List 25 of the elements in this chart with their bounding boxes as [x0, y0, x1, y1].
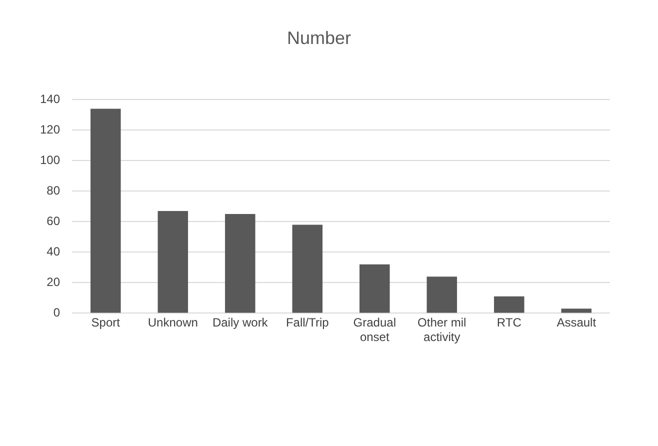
chart-title: Number [286, 28, 352, 48]
y-tick-label: 120 [40, 122, 60, 136]
y-tick-label: 20 [46, 275, 60, 289]
x-tick-label: Daily work [212, 316, 269, 330]
bar [292, 224, 323, 313]
y-tick-label: 80 [46, 183, 60, 198]
bar [90, 108, 121, 313]
bar [225, 214, 256, 313]
y-tick-label: 100 [40, 152, 60, 167]
x-tick-label: Other mil activity [418, 316, 466, 344]
x-tick-label: Sport [91, 316, 121, 330]
y-tick-label: 40 [46, 244, 60, 258]
bar [158, 210, 188, 313]
y-tick-label: 0 [53, 306, 60, 320]
x-tick-label: Gradual onset [353, 316, 396, 344]
x-tick-label: Unknown [148, 316, 198, 330]
bar [561, 308, 592, 313]
bar [360, 264, 390, 313]
x-tick-label: Fall/Trip [286, 316, 330, 330]
y-tick-label: 60 [46, 214, 60, 228]
x-tick-label: RTC [496, 316, 522, 330]
bar [494, 296, 524, 313]
y-tick-label: 140 [40, 92, 60, 106]
bar [426, 276, 458, 313]
x-tick-label: Assault [556, 316, 597, 330]
